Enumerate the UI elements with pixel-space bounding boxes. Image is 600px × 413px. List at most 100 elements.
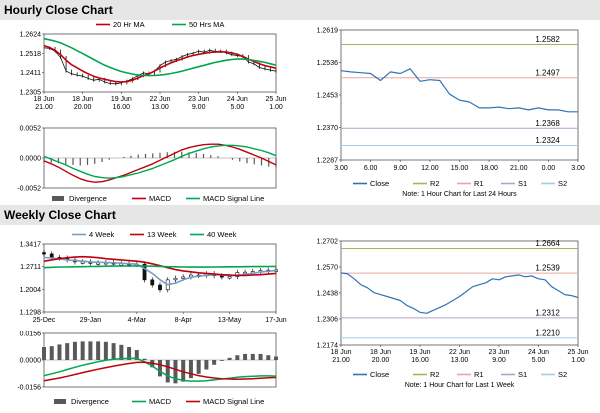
y-tick-label: -0.0156 (17, 385, 41, 392)
x-tick-label: 16.00 (113, 104, 131, 111)
divergence-bar (111, 343, 116, 360)
x-tick-label: 5.00 (231, 104, 245, 111)
y-tick-label: 1.2536 (317, 60, 339, 67)
divergence-bar (266, 355, 271, 360)
x-tick-label: 18 Jun (33, 96, 54, 103)
legend-20hr-ma: 20 Hr MA (113, 20, 145, 29)
x-tick-label: 23 Jun (188, 96, 209, 103)
divergence-bar (103, 341, 108, 360)
y-tick-label: 1.2370 (317, 125, 339, 132)
hourly-price-plot-frame (43, 33, 277, 93)
divergence-bar (72, 341, 77, 360)
x-tick-label: 21.00 (332, 357, 350, 364)
weekly-close-levels-chart: 1.2702 1.2570 1.2438 1.2306 1.2174 1.2664 1.25… (317, 239, 589, 390)
y-tick-label: 1.2306 (317, 317, 339, 324)
x-tick-label: 9.00 (192, 104, 206, 111)
hourly-close-levels-chart: 1.2619 1.2536 1.2453 1.2370 1.2287 1.2582 1.24… (317, 28, 585, 199)
macd-signal-series-line (43, 144, 277, 179)
x-tick-label: 3.00 (334, 165, 348, 172)
legend-13week: 13 Week (147, 230, 177, 239)
y-tick-label: 1.2624 (20, 32, 42, 39)
y-tick-label: 1.2305 (20, 90, 42, 97)
legend-macd: MACD (149, 194, 172, 203)
x-tick-label: 23 Jun (488, 349, 509, 356)
ma-40week-series-line (43, 265, 277, 269)
x-tick-label: 18 Jun (330, 349, 351, 356)
y-tick-label: 1.2518 (20, 51, 42, 58)
legend-r1: R1 (474, 179, 484, 188)
divergence-bar (243, 353, 248, 360)
x-tick-label: 18 Jun (370, 349, 391, 356)
chart-note: Note: 1 Hour Chart for Last 24 Hours (402, 191, 517, 198)
x-tick-label: 12.00 (421, 165, 439, 172)
x-tick-label: 22 Jun (149, 96, 170, 103)
price-candle-body (42, 252, 46, 255)
divergence-bar (188, 360, 193, 379)
y-tick-label: 1.3417 (20, 242, 42, 249)
x-tick-label: 15.00 (451, 165, 469, 172)
price-candle-body (150, 279, 155, 286)
x-tick-label: 20.00 (74, 104, 92, 111)
ma-4week-series-line (43, 256, 277, 286)
y-tick-label: 1.2411 (20, 70, 41, 77)
divergence-bar (250, 353, 255, 360)
x-tick-label: 1.00 (269, 104, 283, 111)
x-tick-label: 25 Jun (265, 96, 286, 103)
weekly-section-title: Weekly Close Chart (0, 205, 600, 225)
x-tick-label: 17-Jun (265, 317, 287, 324)
divergence-bar (65, 343, 70, 360)
weekly-price-plot-frame (43, 243, 277, 313)
x-tick-label: 9.00 (393, 165, 407, 172)
divergence-bar (196, 360, 201, 374)
hourly-price-chart: 1.2624 1.2518 1.2411 1.2305 20 Hr MA 50 Hrs M… (20, 20, 287, 111)
y-tick-label: 1.2174 (317, 343, 339, 350)
price-candle-body (49, 253, 54, 258)
macd-series-line (43, 143, 277, 183)
level-label-r2: 1.2664 (535, 239, 560, 248)
legend-macd-signal: MACD Signal Line (203, 194, 264, 203)
y-tick-label: 1.2453 (317, 93, 339, 100)
price-candle-body (158, 284, 162, 291)
y-tick-label: 1.2570 (317, 265, 339, 272)
close-series-line (340, 272, 579, 314)
x-tick-label: 18.00 (480, 165, 498, 172)
legend-40week: 40 Week (207, 230, 237, 239)
x-tick-label: 13.00 (451, 357, 469, 364)
divergence-bar (258, 353, 263, 360)
weekly-price-chart: 1.3417 1.2711 1.2004 1.1298 4 Week 13 Week 40 … (20, 230, 287, 324)
divergence-bar (127, 347, 132, 360)
x-tick-label: 0.00 (542, 165, 556, 172)
close-series-line (340, 68, 578, 113)
legend-s2: S2 (558, 370, 567, 379)
level-label-r2: 1.2582 (535, 35, 560, 44)
divergence-bar (134, 350, 139, 360)
y-tick-label: 1.1298 (20, 310, 42, 317)
price-candle-body (142, 263, 147, 281)
divergence-bar (142, 358, 147, 360)
divergence-bar (42, 347, 46, 360)
x-tick-label: 19 Jun (409, 349, 430, 356)
divergence-bar (119, 344, 124, 360)
ma-50hrs-series-line (43, 37, 277, 77)
legend-s1: S1 (518, 370, 527, 379)
level-label-s1: 1.2368 (535, 119, 560, 128)
x-tick-label: 22 Jun (449, 349, 470, 356)
y-tick-label: -0.0052 (17, 186, 41, 193)
x-tick-label: 25 Jun (567, 349, 588, 356)
y-tick-label: 1.2619 (317, 28, 339, 35)
macd-series-line (43, 357, 277, 382)
divergence-bar (96, 341, 101, 360)
divergence-bar (274, 356, 278, 360)
y-tick-label: 0.0000 (20, 358, 42, 365)
x-tick-label: 1.00 (571, 357, 585, 364)
divergence-bar (165, 360, 170, 383)
x-tick-label: 9.00 (492, 357, 506, 364)
price-candle-body (181, 276, 186, 279)
x-tick-label: 24 Jun (227, 96, 248, 103)
macd-signal-series-line (43, 361, 277, 382)
legend-macd-signal: MACD Signal Line (203, 397, 264, 406)
x-tick-label: 3.00 (571, 165, 585, 172)
divergence-bar (204, 360, 209, 370)
y-tick-label: 1.2004 (20, 287, 42, 294)
divergence-bar (158, 360, 162, 377)
